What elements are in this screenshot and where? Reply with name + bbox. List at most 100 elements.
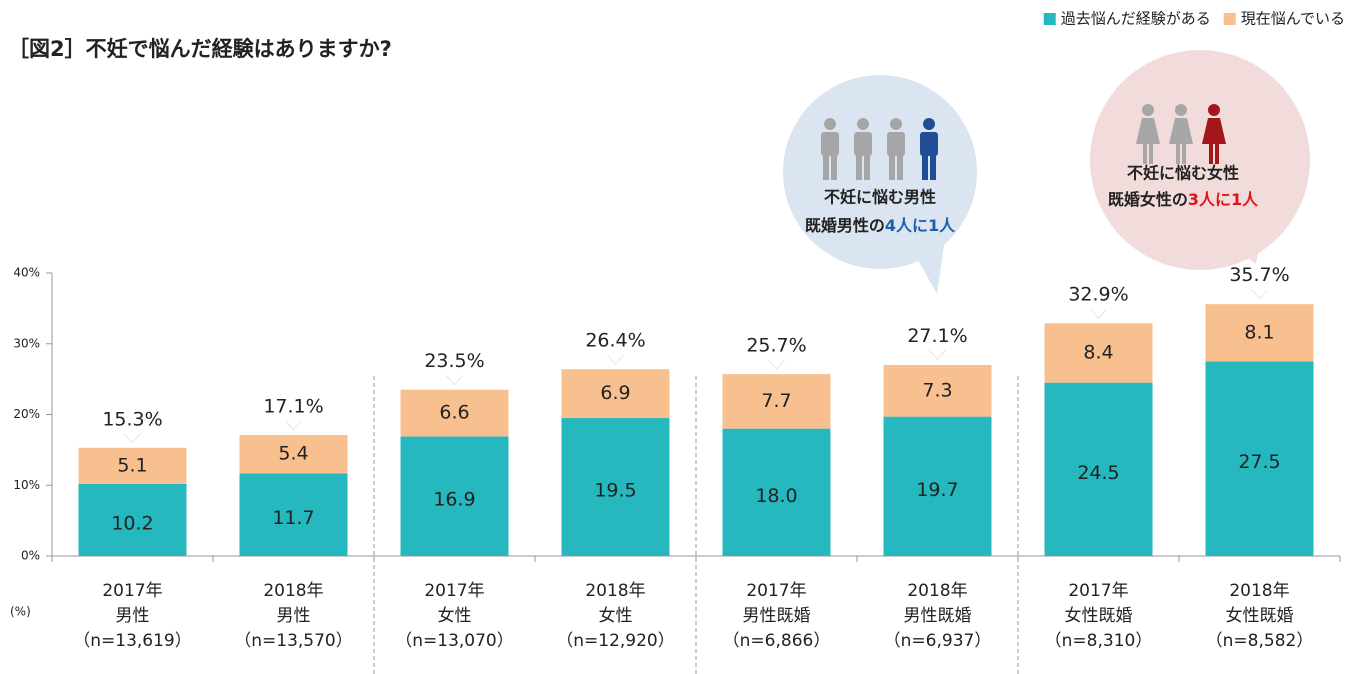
callout-female: 不妊に悩む女性 既婚女性の3人に1人: [1090, 50, 1310, 270]
value-label: 16.9: [433, 489, 475, 511]
value-label: 18.0: [755, 485, 797, 507]
bubble-tail: [915, 238, 945, 294]
value-label: 7.7: [761, 390, 791, 412]
total-label: 35.7%: [1229, 264, 1289, 286]
total-label: 17.1%: [263, 396, 323, 418]
x-tick-label: 男性既婚: [743, 606, 811, 626]
x-tick-label: 女性既婚: [1226, 606, 1294, 626]
callout-text: 既婚男性の: [805, 216, 885, 235]
bar-segment: [78, 447, 187, 484]
value-label: 10.2: [111, 512, 153, 534]
x-tick-label: （n=13,570）: [234, 631, 353, 651]
callout-text: 既婚女性の: [1108, 190, 1188, 209]
legend-label: 過去悩んだ経験がある: [1061, 10, 1211, 28]
x-tick-label: 2018年: [263, 581, 323, 601]
value-label: 7.3: [922, 379, 952, 401]
bubble: [783, 75, 977, 269]
callout-line1: 不妊に悩む男性: [824, 188, 936, 207]
bar-segment: [722, 374, 831, 429]
y-tick-label: 30%: [13, 336, 40, 350]
bar-segment: [1205, 361, 1314, 556]
bubble: [1090, 50, 1310, 270]
bar-segment: [239, 473, 348, 556]
total-pointer: [1251, 289, 1268, 300]
x-tick-label: （n=8,310）: [1045, 631, 1153, 651]
x-tick-label: 2017年: [424, 581, 484, 601]
x-tick-label: 男性既婚: [904, 606, 972, 626]
x-tick-label: （n=13,619）: [73, 631, 192, 651]
bar-segment: [1205, 304, 1314, 362]
x-tick-label: （n=13,070）: [395, 631, 514, 651]
callout-highlight: 4人に1人: [885, 216, 956, 235]
x-tick-label: 男性: [277, 606, 311, 626]
x-tick-label: 女性既婚: [1065, 606, 1133, 626]
value-label: 19.7: [916, 479, 958, 501]
x-tick-label: 2017年: [746, 581, 806, 601]
x-tick-label: （n=6,937）: [884, 631, 992, 651]
x-tick-label: 男性: [116, 606, 150, 626]
x-tick-label: （n=8,582）: [1206, 631, 1314, 651]
chart-title: ［図2］不妊で悩んだ経験はありますか?: [8, 37, 392, 61]
total-pointer: [768, 359, 785, 370]
total-pointer: [607, 354, 624, 365]
value-label: 8.1: [1244, 321, 1274, 343]
bubble-tail: [1238, 230, 1262, 264]
x-tick-label: 女性: [438, 606, 472, 626]
y-tick-label: 10%: [13, 478, 40, 492]
x-tick-label: （n=6,866）: [723, 631, 831, 651]
value-label: 5.4: [278, 443, 308, 465]
bar-segment: [1044, 323, 1153, 383]
bar-segment: [722, 428, 831, 556]
x-tick-label: 2018年: [1229, 581, 1289, 601]
bar-segment: [78, 483, 187, 556]
x-tick-label: 女性: [599, 606, 633, 626]
value-label: 27.5: [1238, 451, 1280, 473]
bar-segment: [239, 435, 348, 474]
bar-segment: [883, 416, 992, 556]
value-label: 5.1: [117, 454, 147, 476]
value-label: 6.9: [600, 382, 630, 404]
y-tick-label: 0%: [21, 549, 40, 563]
x-tick-label: 2017年: [1068, 581, 1128, 601]
total-pointer: [1090, 308, 1107, 319]
callout-line2: 既婚女性の3人に1人: [1108, 190, 1259, 209]
x-tick-label: （n=12,920）: [556, 631, 675, 651]
total-pointer: [124, 433, 141, 444]
bar-segment: [400, 436, 509, 556]
total-pointer: [446, 375, 463, 386]
total-label: 25.7%: [746, 335, 806, 357]
callout-highlight: 3人に1人: [1188, 190, 1259, 209]
total-pointer: [285, 420, 302, 431]
male-icons: [821, 118, 938, 180]
bar-segment: [1044, 382, 1153, 556]
total-pointer: [929, 349, 946, 361]
total-label: 27.1%: [907, 325, 967, 347]
value-label: 6.6: [439, 402, 469, 424]
legend-swatch: [1043, 13, 1056, 25]
x-tick-label: 2017年: [102, 581, 162, 601]
value-label: 8.4: [1083, 341, 1113, 363]
total-label: 26.4%: [585, 330, 645, 352]
total-label: 23.5%: [424, 350, 484, 372]
legend-swatch: [1223, 13, 1236, 25]
value-label: 24.5: [1077, 462, 1119, 484]
total-label: 15.3%: [102, 408, 162, 430]
x-tick-label: 2018年: [585, 581, 645, 601]
y-tick-label: 40%: [13, 266, 40, 280]
legend-label: 現在悩んでいる: [1241, 10, 1345, 28]
total-label: 32.9%: [1068, 284, 1128, 306]
female-icons: [1136, 104, 1226, 164]
y-unit: (%): [10, 605, 31, 619]
x-tick-label: 2018年: [907, 581, 967, 601]
value-label: 19.5: [594, 480, 636, 502]
y-tick-label: 20%: [13, 407, 40, 421]
callout-male: 不妊に悩む男性 既婚男性の4人に1人: [783, 75, 977, 294]
callout-line1: 不妊に悩む女性: [1127, 164, 1239, 183]
value-label: 11.7: [272, 507, 314, 529]
bar-segment: [883, 364, 992, 417]
callout-line2: 既婚男性の4人に1人: [805, 216, 956, 235]
bar-segment: [400, 389, 509, 437]
bar-segment: [561, 418, 670, 556]
bar-segment: [561, 369, 670, 419]
